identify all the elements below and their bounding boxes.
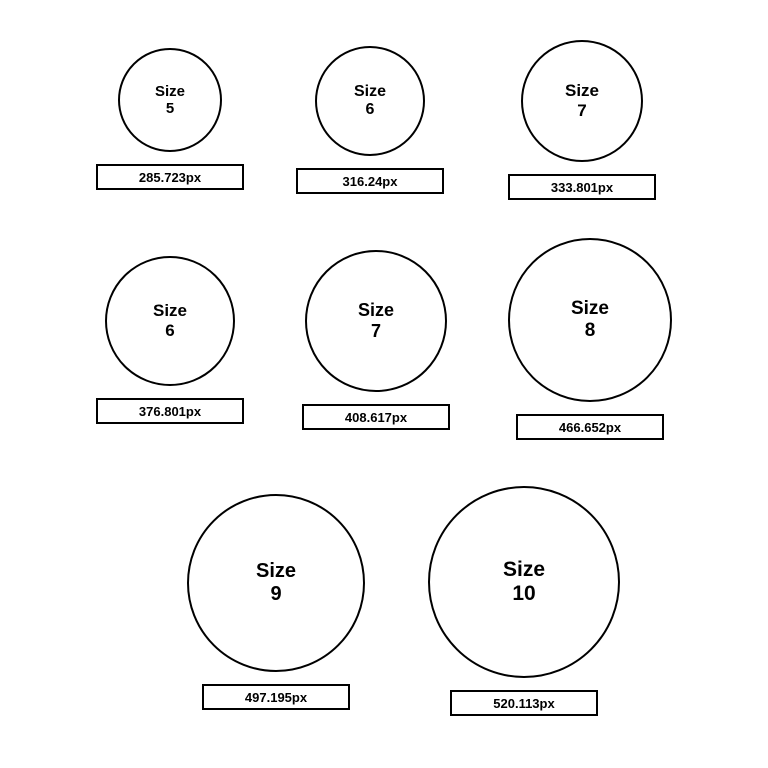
size-label: Size7 [565, 81, 599, 120]
px-suffix: px [292, 690, 307, 705]
px-box: 466.652 px [516, 414, 664, 440]
size-group: Size9 497.195 px [187, 494, 365, 710]
size-label-number: 5 [155, 100, 185, 117]
size-label-number: 9 [256, 583, 296, 606]
px-value: 316.24 [343, 174, 383, 189]
px-suffix: px [598, 180, 613, 195]
size-label-prefix: Size [571, 298, 609, 320]
px-box: 520.113 px [450, 690, 598, 716]
px-suffix: px [392, 410, 407, 425]
size-circle: Size8 [508, 238, 672, 402]
size-circle: Size6 [315, 46, 425, 156]
px-suffix: px [186, 170, 201, 185]
size-label-number: 7 [565, 101, 599, 121]
px-value: 285.723 [139, 170, 186, 185]
size-label-prefix: Size [358, 300, 394, 321]
size-label: Size10 [503, 558, 545, 606]
size-circle: Size9 [187, 494, 365, 672]
px-box: 333.801 px [508, 174, 656, 200]
size-label-number: 8 [571, 320, 609, 342]
px-value: 466.652 [559, 420, 606, 435]
size-label-prefix: Size [354, 83, 386, 101]
size-label: Size6 [354, 83, 386, 120]
size-circle: Size10 [428, 486, 620, 678]
size-label-prefix: Size [153, 301, 187, 321]
px-suffix: px [606, 420, 621, 435]
size-group: Size10 520.113 px [428, 486, 620, 716]
px-box: 316.24 px [296, 168, 444, 194]
px-suffix: px [382, 174, 397, 189]
size-group: Size5 285.723 px [96, 48, 244, 190]
size-label: Size8 [571, 298, 609, 342]
size-group: Size6 376.801 px [96, 256, 244, 424]
size-group: Size7 408.617 px [302, 250, 450, 430]
size-label-prefix: Size [565, 81, 599, 101]
size-group: Size7 333.801 px [508, 40, 656, 200]
px-value: 520.113 [493, 696, 539, 711]
size-circle: Size5 [118, 48, 222, 152]
px-box: 285.723 px [96, 164, 244, 190]
size-label: Size6 [153, 301, 187, 340]
size-label-prefix: Size [155, 83, 185, 100]
size-label-number: 10 [503, 582, 545, 606]
size-group: Size8 466.652 px [508, 238, 672, 440]
px-suffix: px [186, 404, 201, 419]
size-label-prefix: Size [503, 558, 545, 582]
size-group: Size6 316.24 px [296, 46, 444, 194]
px-value: 376.801 [139, 404, 186, 419]
size-chart-canvas: Size5285.723 pxSize6316.24 pxSize7333.80… [0, 0, 768, 768]
px-value: 497.195 [245, 690, 292, 705]
px-box: 376.801 px [96, 398, 244, 424]
size-label-number: 7 [358, 321, 394, 342]
px-value: 408.617 [345, 410, 392, 425]
size-label-number: 6 [354, 101, 386, 119]
size-circle: Size6 [105, 256, 235, 386]
size-label: Size9 [256, 560, 296, 606]
px-box: 497.195 px [202, 684, 350, 710]
px-value: 333.801 [551, 180, 598, 195]
size-circle: Size7 [521, 40, 643, 162]
size-label-number: 6 [153, 321, 187, 341]
size-label-prefix: Size [256, 560, 296, 583]
px-suffix: px [540, 696, 555, 711]
px-box: 408.617 px [302, 404, 450, 430]
size-label: Size7 [358, 300, 394, 341]
size-label: Size5 [155, 83, 185, 118]
size-circle: Size7 [305, 250, 447, 392]
